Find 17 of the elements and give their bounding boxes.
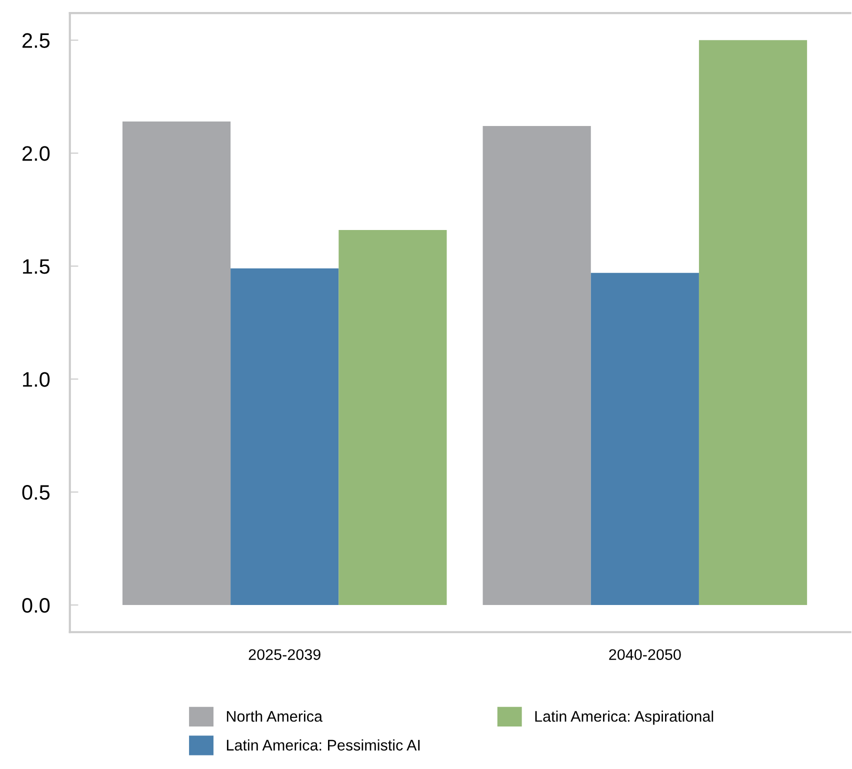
bar bbox=[338, 230, 447, 606]
bar bbox=[698, 40, 808, 606]
y-tick-label: 1.0 bbox=[23, 372, 50, 387]
bar bbox=[590, 272, 699, 606]
x-tick-label: 2040-2050 bbox=[609, 649, 681, 660]
legend-label: North America bbox=[226, 710, 322, 722]
bar bbox=[122, 122, 231, 606]
x-tick-label: 2025-2039 bbox=[248, 649, 320, 660]
bar bbox=[230, 268, 339, 606]
legend-label: Latin America: Aspirational bbox=[535, 710, 714, 725]
legend-label: Latin America: Pessimistic AI bbox=[226, 739, 420, 751]
y-tick-label: 0.5 bbox=[22, 485, 50, 500]
y-tick-label: 0.0 bbox=[22, 598, 50, 613]
y-tick-label: 1.5 bbox=[23, 259, 50, 274]
bar bbox=[482, 126, 591, 606]
y-tick-label: 2.0 bbox=[22, 146, 50, 161]
y-tick-label: 2.5 bbox=[22, 33, 50, 48]
